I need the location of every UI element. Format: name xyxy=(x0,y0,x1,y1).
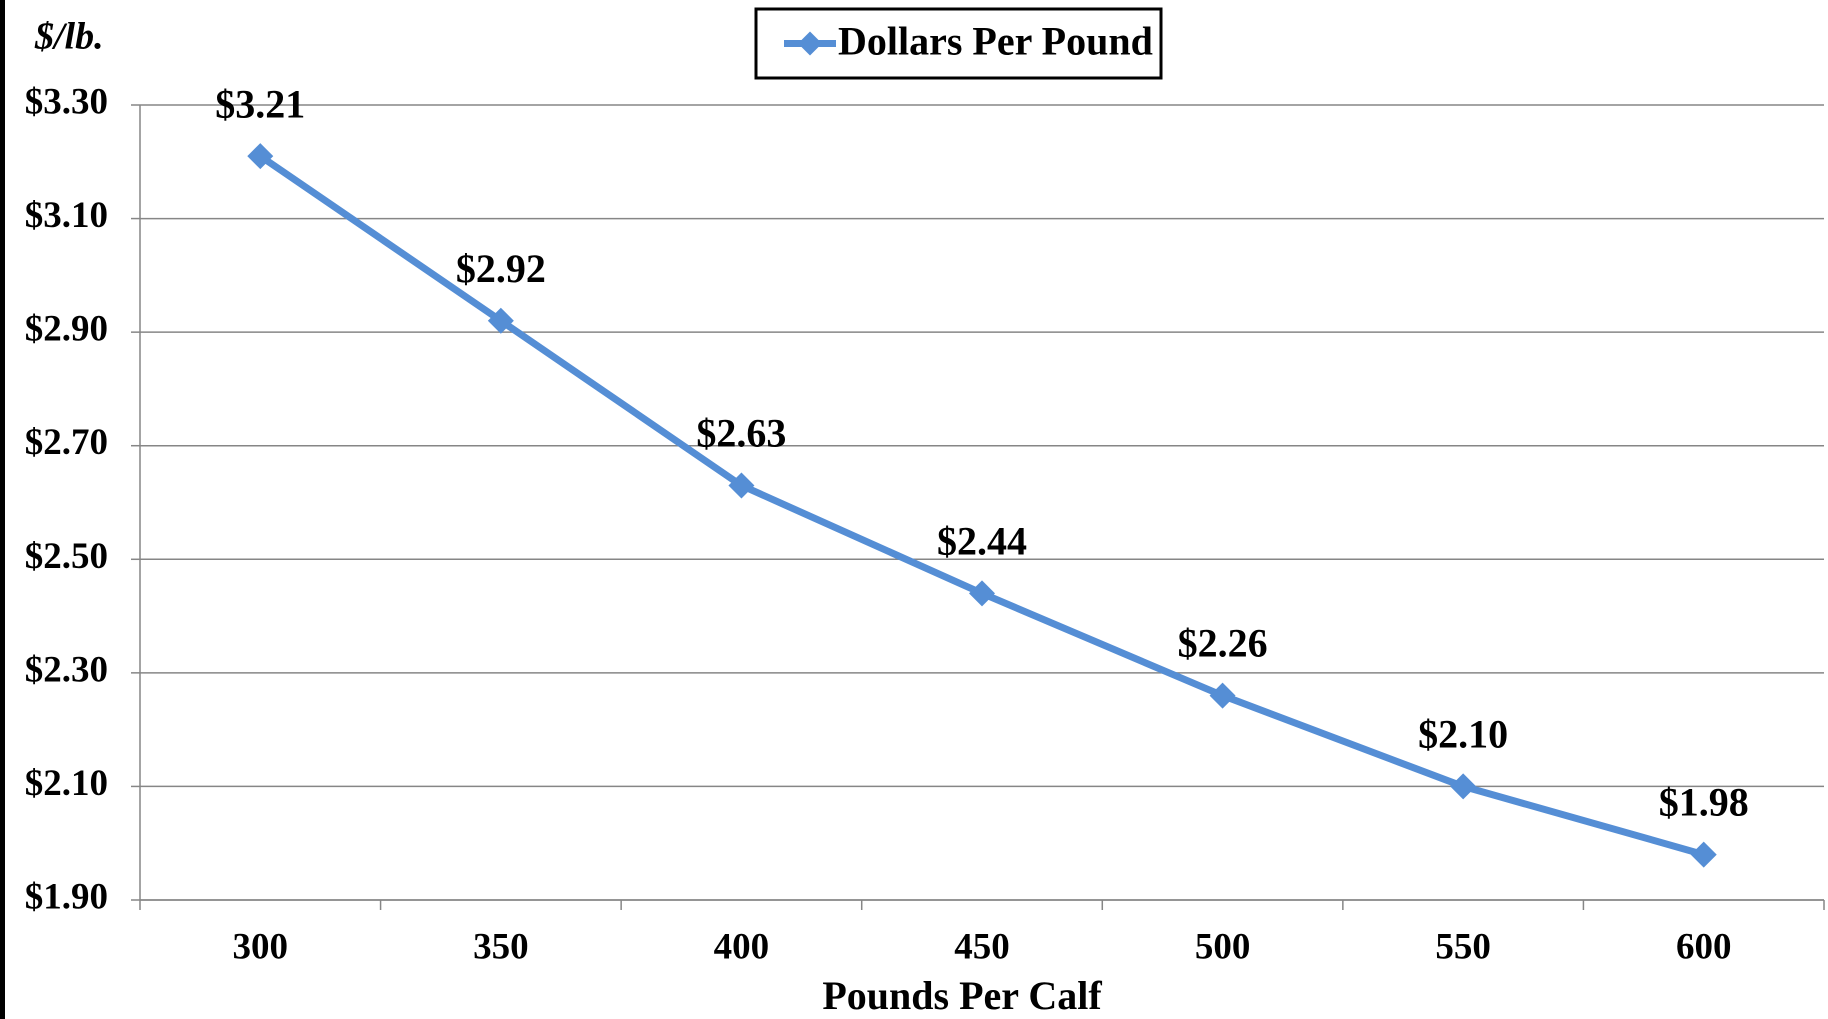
x-tick-label: 450 xyxy=(954,926,1010,967)
data-label: $2.26 xyxy=(1178,621,1268,666)
legend-label: Dollars Per Pound xyxy=(838,19,1153,64)
y-tick-label: $2.10 xyxy=(25,763,108,804)
legend-marker xyxy=(798,31,822,56)
data-label: $2.92 xyxy=(456,246,546,291)
y-tick-label: $3.30 xyxy=(25,81,108,122)
data-label: $1.98 xyxy=(1659,780,1749,825)
data-label: $2.63 xyxy=(696,411,786,456)
x-axis-title: Pounds Per Calf xyxy=(822,973,1102,1018)
data-point xyxy=(487,307,514,334)
data-point xyxy=(728,472,755,499)
x-tick-label: 600 xyxy=(1676,926,1732,967)
y-tick-label: $2.50 xyxy=(25,536,108,577)
y-tick-label: $2.90 xyxy=(25,309,108,350)
data-point xyxy=(1209,682,1236,709)
data-label: $2.10 xyxy=(1418,712,1508,757)
data-label: $2.44 xyxy=(937,519,1027,564)
data-point xyxy=(1450,773,1477,800)
y-tick-label: $2.70 xyxy=(25,422,108,463)
data-point xyxy=(247,143,274,170)
y-tick-label: $1.90 xyxy=(25,876,108,917)
data-label: $3.21 xyxy=(215,81,305,126)
data-point xyxy=(1690,841,1717,868)
y-tick-label: $2.30 xyxy=(25,649,108,690)
x-tick-label: 350 xyxy=(473,926,529,967)
y-axis-title: $/lb. xyxy=(34,16,104,58)
x-tick-label: 300 xyxy=(233,926,289,967)
x-tick-label: 400 xyxy=(714,926,770,967)
x-tick-label: 500 xyxy=(1195,926,1251,967)
x-tick-label: 550 xyxy=(1435,926,1491,967)
left-border xyxy=(0,0,5,1019)
data-point xyxy=(969,580,995,607)
y-tick-label: $3.10 xyxy=(25,195,108,236)
